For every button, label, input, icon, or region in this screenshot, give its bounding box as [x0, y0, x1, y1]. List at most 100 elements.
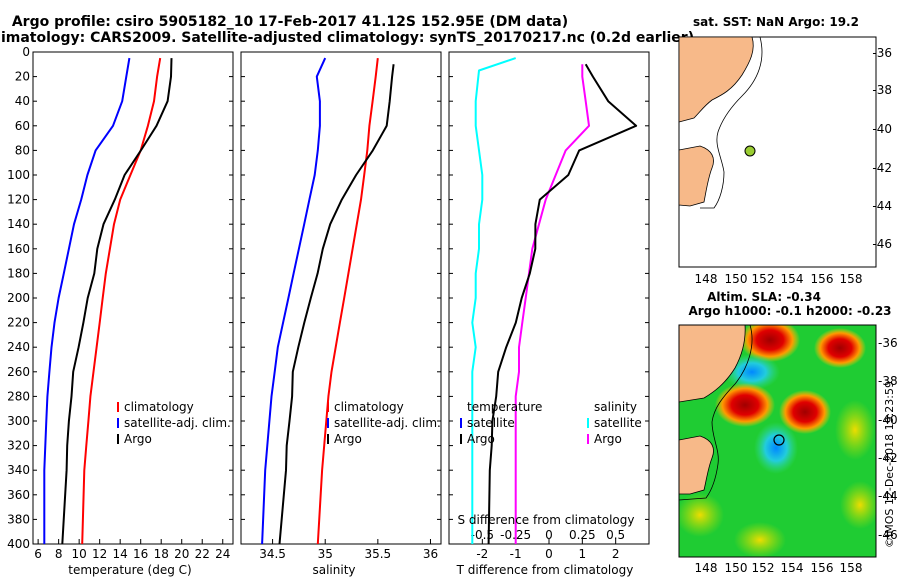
sla-map-mainland	[679, 325, 746, 403]
sla-map-shelf-contour	[679, 325, 753, 501]
sst-map-ytick: -40	[872, 122, 892, 136]
sla-map-ytick: -38	[878, 374, 898, 388]
legend-title-salinity: salinity	[594, 400, 637, 414]
y-tick-label: 80	[15, 143, 30, 157]
difference-legend: temperature satellite Argo salinity sate…	[460, 400, 642, 446]
x-tick-label: 20	[174, 547, 189, 561]
y-tick-label: 320	[7, 439, 30, 453]
series-line-s-argo	[514, 64, 590, 544]
sst-map-shelf-contour	[700, 36, 763, 209]
legend-label-climatology: climatology	[124, 400, 194, 414]
legend-label-t-argo: Argo	[467, 432, 495, 446]
sla-anomaly-high	[740, 325, 800, 362]
series-line-climatology	[316, 57, 379, 545]
legend-label-s-satellite: satellite	[594, 416, 642, 430]
y-tick-label: 120	[7, 193, 30, 207]
sla-map-ytick: -42	[878, 451, 898, 465]
salinity-axis-label: salinity	[312, 563, 355, 577]
x-tick-label: 2	[612, 547, 620, 561]
x-top-tick-label: 0.5	[606, 528, 625, 542]
sla-map-argo-location	[773, 434, 785, 446]
sst-map-y-ticks: -36 -38 -40 -42 -44 -46	[872, 46, 892, 251]
sla-map-ytick: -46	[878, 528, 898, 542]
y-tick-label: 60	[15, 119, 30, 133]
sla-map-xtick: 152	[752, 561, 775, 575]
series-line-t-argo	[487, 63, 638, 545]
y-tick-label: 300	[7, 414, 30, 428]
temperature-legend: climatology satellite-adj. clim. Argo	[117, 400, 231, 446]
y-tick-label: 200	[7, 291, 30, 305]
series-line-argo	[61, 58, 173, 545]
sst-map-xtick: 152	[752, 272, 775, 286]
sla-map-y-ticks: -36 -38 -40 -42 -44 -46	[878, 336, 898, 542]
x-tick-label: 14	[113, 547, 128, 561]
x-tick-label: 35	[318, 547, 333, 561]
y-tick-label: 140	[7, 217, 30, 231]
sla-map-frame	[678, 324, 877, 558]
sst-map-x-ticks: 148 150 152 154 156 158	[695, 272, 863, 286]
x-top-tick-label: -0.5	[471, 528, 494, 542]
y-tick-label: 40	[15, 94, 30, 108]
y-tick-label: 0	[22, 45, 30, 59]
sst-map-ytick: -36	[872, 46, 892, 60]
sst-map-xtick: 156	[811, 272, 834, 286]
salinity-chart: 34.5 35 35.5 36	[241, 51, 441, 561]
sla-anomaly-high	[814, 328, 866, 368]
y-tick-label: 160	[7, 242, 30, 256]
legend-label-climatology: climatology	[334, 400, 404, 414]
legend-label-t-satellite: satellite	[467, 416, 515, 430]
x-tick-label: 8	[55, 547, 63, 561]
x-top-tick-label: 0	[545, 528, 553, 542]
series-line-argo	[278, 64, 395, 545]
x-tick-label: 36	[423, 547, 438, 561]
x-tick-label: 1	[579, 547, 587, 561]
y-tick-label: 20	[15, 70, 30, 84]
x-tick-label: 10	[72, 547, 87, 561]
sla-anomaly-mid	[835, 400, 875, 460]
sst-map-title: sat. SST: NaN Argo: 19.2	[693, 15, 859, 29]
sla-anomaly-low	[724, 354, 780, 390]
x-tick-label: -1	[510, 547, 522, 561]
x-top-tick-label: 0.25	[569, 528, 596, 542]
sst-map-xtick: 154	[781, 272, 804, 286]
legend-label-argo: Argo	[334, 432, 362, 446]
figure-title-line2: Climatology: CARS2009. Satellite-adjuste…	[0, 30, 694, 46]
x-tick-label: 0	[545, 547, 553, 561]
sla-anomaly-mid	[679, 493, 724, 537]
sst-map-ytick: -42	[872, 161, 892, 175]
x-tick-label: 12	[92, 547, 107, 561]
series-line-satellite-adj-clim-	[43, 57, 131, 544]
y-tick-label: 180	[7, 266, 30, 280]
temperature-axis-label: temperature (deg C)	[68, 563, 191, 577]
x-tick-label: 6	[34, 547, 42, 561]
sst-map-ytick: -38	[872, 83, 892, 97]
sla-map-xtick: 158	[840, 561, 863, 575]
sst-map-tasmania	[678, 145, 714, 207]
sla-map-xtick: 154	[781, 561, 804, 575]
x-tick-label: -2	[476, 547, 488, 561]
sla-map-xtick: 150	[725, 561, 748, 575]
temperature-chart: 0 20 40 60 80 100 120 140 160 180 200 220 240 260 280 3…	[7, 45, 233, 561]
series-line-satellite-adj-clim-	[261, 57, 327, 545]
sla-map-title: Altim. SLA: -0.34	[707, 290, 821, 304]
x-tick-label: 24	[215, 547, 230, 561]
y-tick-label: 340	[7, 463, 30, 477]
y-tick-label: 100	[7, 168, 30, 182]
legend-label-s-argo: Argo	[594, 432, 622, 446]
salinity-legend: climatology satellite-adj. clim. Argo	[327, 400, 441, 446]
x-tick-label: 34.5	[259, 547, 286, 561]
sst-map-ytick: -44	[872, 199, 892, 213]
y-tick-label: 220	[7, 316, 30, 330]
legend-label-argo: Argo	[124, 432, 152, 446]
sla-anomaly-low	[754, 422, 798, 474]
sla-map-x-ticks: 148 150 152 154 156 158	[695, 561, 863, 575]
legend-title-temperature: temperature	[467, 400, 542, 414]
imos-credit: ©IMOS 12-Dec-2018 19:23:59	[883, 381, 896, 548]
sla-map-xtick: 156	[811, 561, 834, 575]
x-tick-label: 16	[133, 547, 148, 561]
legend-label-satellite: satellite-adj. clim.	[124, 416, 231, 430]
difference-plot-frame	[448, 51, 650, 545]
sla-anomaly-mid	[840, 481, 876, 529]
